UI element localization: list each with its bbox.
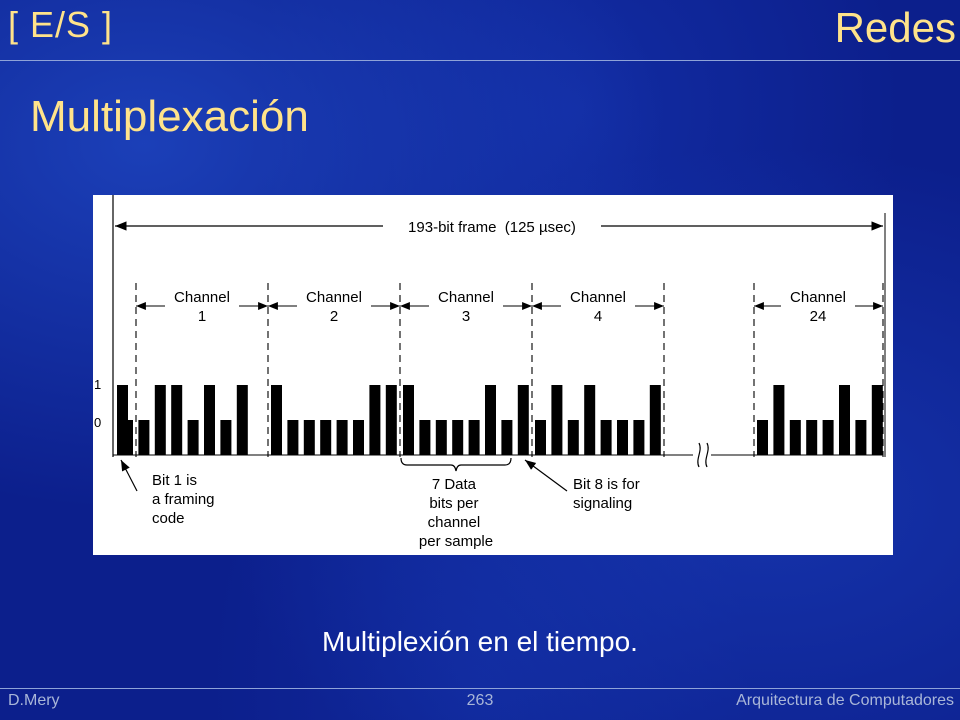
svg-text:7 Data bits per: 7 Data bits per channel per sample — [419, 476, 493, 550]
signaling-bit-note: Bit 8 is for signaling — [524, 459, 644, 512]
level-high-label: 1 — [94, 377, 101, 392]
channel-2-bit-2-bar — [287, 420, 299, 455]
tdm-frame-diagram: 1 0 193-bit frame (125 µsec) — [93, 195, 893, 555]
channel-24-bit-7-bar — [855, 420, 867, 455]
channel-1-number: 1 — [198, 308, 206, 325]
frame-label: 193-bit frame (125 µsec) — [408, 219, 576, 236]
channel-3-bit-5-bar — [468, 420, 480, 455]
channel-24-bit-8-bar — [871, 385, 883, 455]
channel-1-bit-7-bar — [220, 420, 232, 455]
channel-4-bit-2-bar — [551, 385, 563, 455]
channel-2-word: Channel — [306, 289, 362, 306]
channel-2-bit-4-bar — [320, 420, 332, 455]
channel-4-bit-4-bar — [584, 385, 596, 455]
data-note-line-1: 7 Data — [432, 476, 477, 493]
footer-author: D.Mery — [8, 692, 60, 709]
channel-2-bit-7-bar — [369, 385, 381, 455]
channel-3-bit-1-bar — [403, 385, 414, 455]
channel-4-word: Channel — [570, 289, 626, 306]
channel-4-bit-8-bar — [649, 385, 661, 455]
channel-4-bit-7-bar — [633, 420, 645, 455]
channel-24-word: Channel — [790, 289, 846, 306]
footer-page-number: 263 — [466, 692, 494, 709]
channel-24-bit-3-bar — [789, 420, 801, 455]
channel-3-bit-2-bar — [419, 420, 431, 455]
channel-1-word: Channel — [174, 289, 230, 306]
framing-note-line-2: a framing — [152, 491, 215, 508]
channel-24-bit-6-bar — [839, 385, 850, 455]
channel-4-bit-5-bar — [600, 420, 612, 455]
level-low-label: 0 — [94, 415, 101, 430]
data-note-line-4: per sample — [419, 533, 493, 550]
signaling-note-line-1: Bit 8 is for — [573, 476, 640, 493]
svg-text:Bit 8 is for signaling: Bit 8 is for signaling — [573, 476, 644, 512]
channel-4-bit-3-bar — [567, 420, 579, 455]
channel-labels: Channel 1 Channel 2 Channel 3 Channel 4 … — [165, 287, 855, 325]
channel-3-word: Channel — [438, 289, 494, 306]
slide-caption: Multiplexión en el tiempo. — [322, 626, 638, 657]
channel-4-bit-1-bar — [535, 420, 546, 455]
channel-24-bit-1-bar — [757, 420, 768, 455]
channel-3-bit-3-bar — [435, 420, 447, 455]
framing-bit-note: Bit 1 is a framing code — [120, 459, 219, 527]
bit-bars — [117, 385, 883, 455]
data-note-line-3: channel — [428, 514, 481, 531]
channel-1-bit-8-bar — [236, 385, 248, 455]
channel-1-bit-4-bar — [171, 385, 183, 455]
channel-2-bit-5-bar — [336, 420, 348, 455]
channel-2-bit-8-bar — [385, 385, 397, 455]
channel-24-number: 24 — [810, 308, 827, 325]
framing-note-line-1: Bit 1 is — [152, 472, 197, 489]
channel-3-bit-8-bar — [517, 385, 529, 455]
channel-3-bit-7-bar — [501, 420, 513, 455]
channel-2-bit-3-bar — [303, 420, 315, 455]
channel-2-bit-6-bar — [353, 420, 364, 455]
footer-course: Arquitectura de Computadores — [736, 692, 954, 709]
data-note-line-2: bits per — [429, 495, 478, 512]
footer-divider — [0, 688, 960, 689]
channel-1-bit-5-bar — [187, 420, 199, 455]
channel-24-bit-4-bar — [806, 420, 818, 455]
channel-1-bit-6-bar — [204, 385, 215, 455]
channel-boundaries — [135, 283, 884, 457]
channel-1-bit-3-bar — [154, 385, 166, 455]
channel-4-number: 4 — [594, 308, 602, 325]
channel-4-bit-6-bar — [617, 420, 628, 455]
slide-title: Multiplexación — [30, 92, 309, 141]
section-tag: [ E/S ] — [8, 4, 114, 45]
channel-3-bit-4-bar — [452, 420, 464, 455]
break-symbol — [696, 442, 710, 468]
channel-3-number: 3 — [462, 308, 470, 325]
channel-24-bit-5-bar — [822, 420, 834, 455]
signaling-note-line-2: signaling — [573, 495, 632, 512]
svg-text:Bit 1 is a framing: Bit 1 is a framing code — [152, 472, 219, 527]
data-bits-note: 7 Data bits per channel per sample — [400, 457, 512, 550]
channel-2-number: 2 — [330, 308, 338, 325]
channel-1-bit-1-bar — [122, 420, 133, 455]
framing-note-line-3: code — [152, 510, 185, 527]
header-divider — [0, 60, 960, 61]
channel-3-bit-6-bar — [485, 385, 496, 455]
channel-2-bit-1-bar — [271, 385, 282, 455]
channel-24-bit-2-bar — [773, 385, 785, 455]
channel-1-bit-2-bar — [138, 420, 150, 455]
topic-title: Redes — [834, 4, 956, 51]
